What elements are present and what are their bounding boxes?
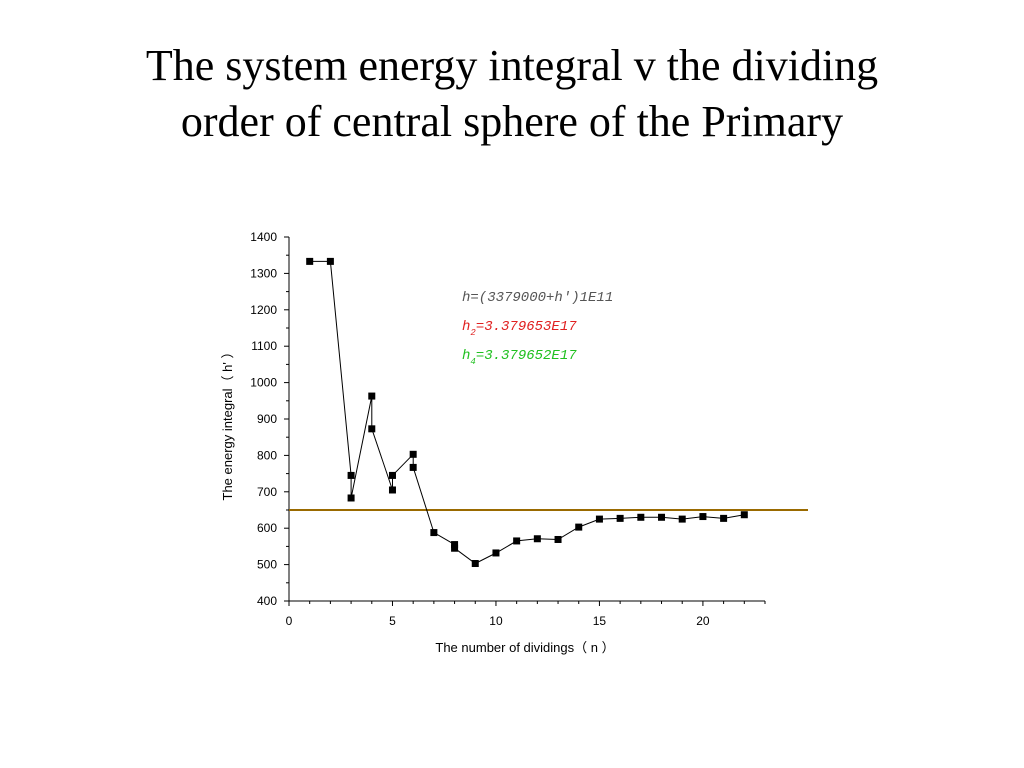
annotation-2: h2=3.379653E17 (462, 319, 577, 338)
data-point (409, 450, 417, 458)
data-point (347, 494, 355, 502)
series-group (306, 257, 748, 568)
slide-title-line-2: order of central sphere of the Primary (180, 97, 844, 146)
data-point (595, 515, 603, 523)
data-point (430, 529, 438, 537)
annotation-base: h (462, 319, 470, 335)
annotation-base: h (462, 348, 470, 364)
annotation-subscript: 4 (470, 357, 475, 367)
y-tick-label: 400 (257, 594, 277, 608)
data-point (513, 537, 521, 545)
data-point (451, 541, 459, 549)
data-point (326, 257, 334, 265)
x-tick-label: 0 (286, 614, 293, 628)
data-point (368, 392, 376, 400)
data-point (720, 514, 728, 522)
x-tick-label: 10 (489, 614, 503, 628)
data-point (471, 560, 479, 568)
x-tick-label: 20 (696, 614, 710, 628)
data-point (451, 544, 459, 552)
annotation-3: h4=3.379652E17 (462, 348, 577, 367)
slide-title: The system energy integral v the dividin… (0, 38, 1024, 150)
data-point (637, 513, 645, 521)
x-axis-title: The number of dividings（ n ） (435, 640, 614, 655)
data-point (409, 463, 417, 471)
y-tick-label: 1100 (251, 339, 277, 353)
y-axis-title: The energy integral（ h' ） (220, 346, 235, 501)
data-point (388, 471, 396, 479)
y-tick-label: 1300 (250, 266, 277, 280)
annotation-1: h=(3379000+h')1E11 (462, 290, 613, 306)
data-point (678, 515, 686, 523)
chart-axes: 400 500 600 700 800 900 1000 1100 1200 1300 1400 0 5… (220, 230, 766, 655)
y-tick-label: 1000 (250, 376, 277, 390)
data-point (368, 425, 376, 433)
y-tick-label: 500 (257, 558, 277, 572)
data-point (658, 513, 666, 521)
data-point (388, 486, 396, 494)
slide-title-line-1: The system energy integral v the dividin… (145, 41, 879, 90)
x-tick-label: 5 (389, 614, 396, 628)
data-point (492, 549, 500, 557)
y-tick-label: 600 (257, 521, 277, 535)
annotation-subscript: 2 (470, 328, 476, 338)
y-tick-label: 700 (257, 485, 277, 499)
y-tick-label: 1200 (250, 303, 277, 317)
annotation-value: =3.379652E17 (476, 348, 577, 364)
data-point (740, 511, 748, 519)
y-tick-label: 900 (257, 412, 277, 426)
data-point (575, 523, 583, 531)
annotation-group: h=(3379000+h')1E11h2=3.379653E17h4=3.379… (462, 290, 613, 367)
y-tick-label: 800 (257, 448, 277, 462)
data-point (533, 535, 541, 543)
data-point (347, 471, 355, 479)
x-tick-label: 15 (593, 614, 607, 628)
data-point (306, 257, 314, 265)
data-point (699, 513, 707, 521)
annotation-value: =3.379653E17 (476, 319, 577, 335)
y-tick-label: 1400 (250, 230, 277, 244)
data-point (616, 514, 624, 522)
data-point (554, 535, 562, 543)
